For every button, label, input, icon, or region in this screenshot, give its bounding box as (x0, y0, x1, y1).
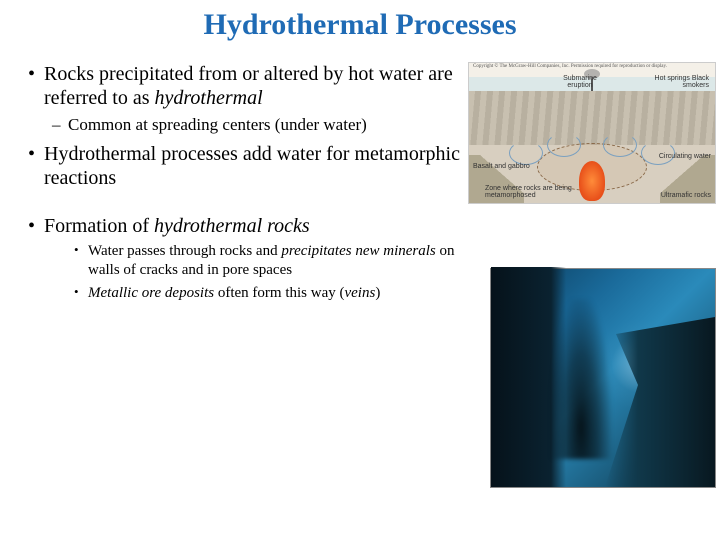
bullet-3-sub-2: Metallic ore deposits often form this wa… (44, 284, 470, 303)
diagram-label-smokers: Hot springs Black smokers (639, 75, 709, 89)
bullet-2: Hydrothermal processes add water for met… (28, 142, 470, 190)
diagram-label-ultramafic: Ultramafic rocks (641, 192, 711, 199)
b3s2d: ) (375, 285, 380, 301)
b3s1b: precipitates new minerals (281, 243, 435, 259)
b3s2a: Metallic ore deposits (88, 285, 214, 301)
slide-title: Hydrothermal Processes (0, 0, 720, 62)
b3s1a: Water passes through rocks and (88, 243, 281, 259)
bullet-3: Formation of hydrothermal rocks Water pa… (28, 214, 470, 302)
diagram-label-basalt: Basalt and gabbro (473, 163, 543, 170)
bullet-3-sub-1: Water passes through rocks and precipita… (44, 242, 470, 280)
diagram-hydrothermal-crosssection: Copyright © The McGraw-Hill Companies, I… (468, 62, 716, 204)
photo-black-smoker (490, 268, 716, 488)
diagram-magma-chamber (579, 161, 605, 201)
diagram-label-submarine: Submarine eruption (555, 75, 605, 89)
diagram-copyright: Copyright © The McGraw-Hill Companies, I… (473, 64, 667, 69)
diagram-circulation-arrow (547, 133, 581, 157)
diagram-label-metazone: Zone where rocks are being metamorphosed (485, 185, 575, 199)
bullet-3-italic: hydrothermal rocks (154, 215, 310, 237)
bullet-3-text: Formation of (44, 215, 154, 237)
diagram-seafloor-layer (469, 91, 715, 145)
diagram-circulation-arrow (603, 133, 637, 157)
bullet-1-sub-1: Common at spreading centers (under water… (44, 114, 470, 136)
bullet-1: Rocks precipitated from or altered by ho… (28, 62, 470, 136)
b3s2c: veins (344, 285, 375, 301)
diagram-circulation-arrow (509, 141, 543, 165)
bullet-1-italic: hydrothermal (155, 87, 263, 109)
photo-smoke-plume (551, 299, 611, 459)
diagram-label-circwater: Circulating water (651, 153, 711, 160)
b3s2b: often form this way ( (214, 285, 344, 301)
